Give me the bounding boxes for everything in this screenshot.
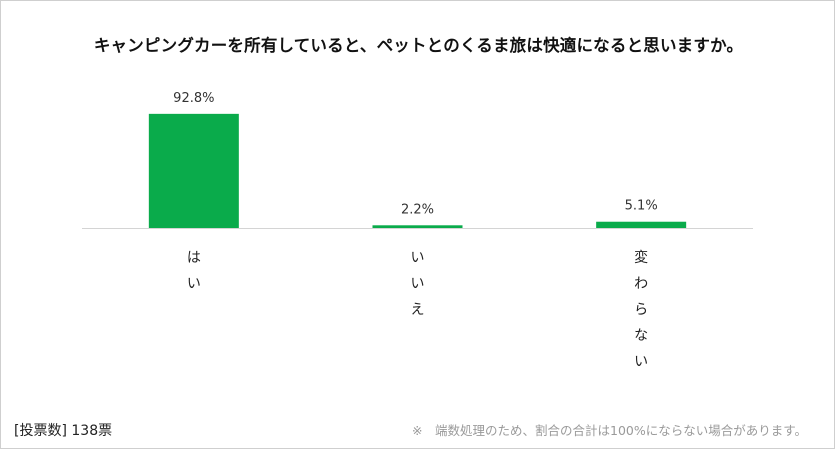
bar-1 xyxy=(148,113,239,228)
data-label-3: 5.1% xyxy=(625,199,658,214)
bar-2 xyxy=(372,225,463,228)
data-label-1: 92.8% xyxy=(173,91,214,106)
bar-3 xyxy=(596,221,687,228)
rounding-note: ※ 端数処理のため、割合の合計は100%にならない場合があります。 xyxy=(412,423,807,438)
chart-title: キャンピングカーを所有していると、ペットとのくるま旅は快適になると思いますか。 xyxy=(93,36,744,55)
category-label-3: 変わらない xyxy=(634,249,648,370)
data-label-2: 2.2% xyxy=(401,202,434,217)
category-label-2: いいえ xyxy=(411,250,425,318)
category-label-1: はい xyxy=(187,250,201,292)
vote-count: [投票数] 138票 xyxy=(14,423,113,439)
